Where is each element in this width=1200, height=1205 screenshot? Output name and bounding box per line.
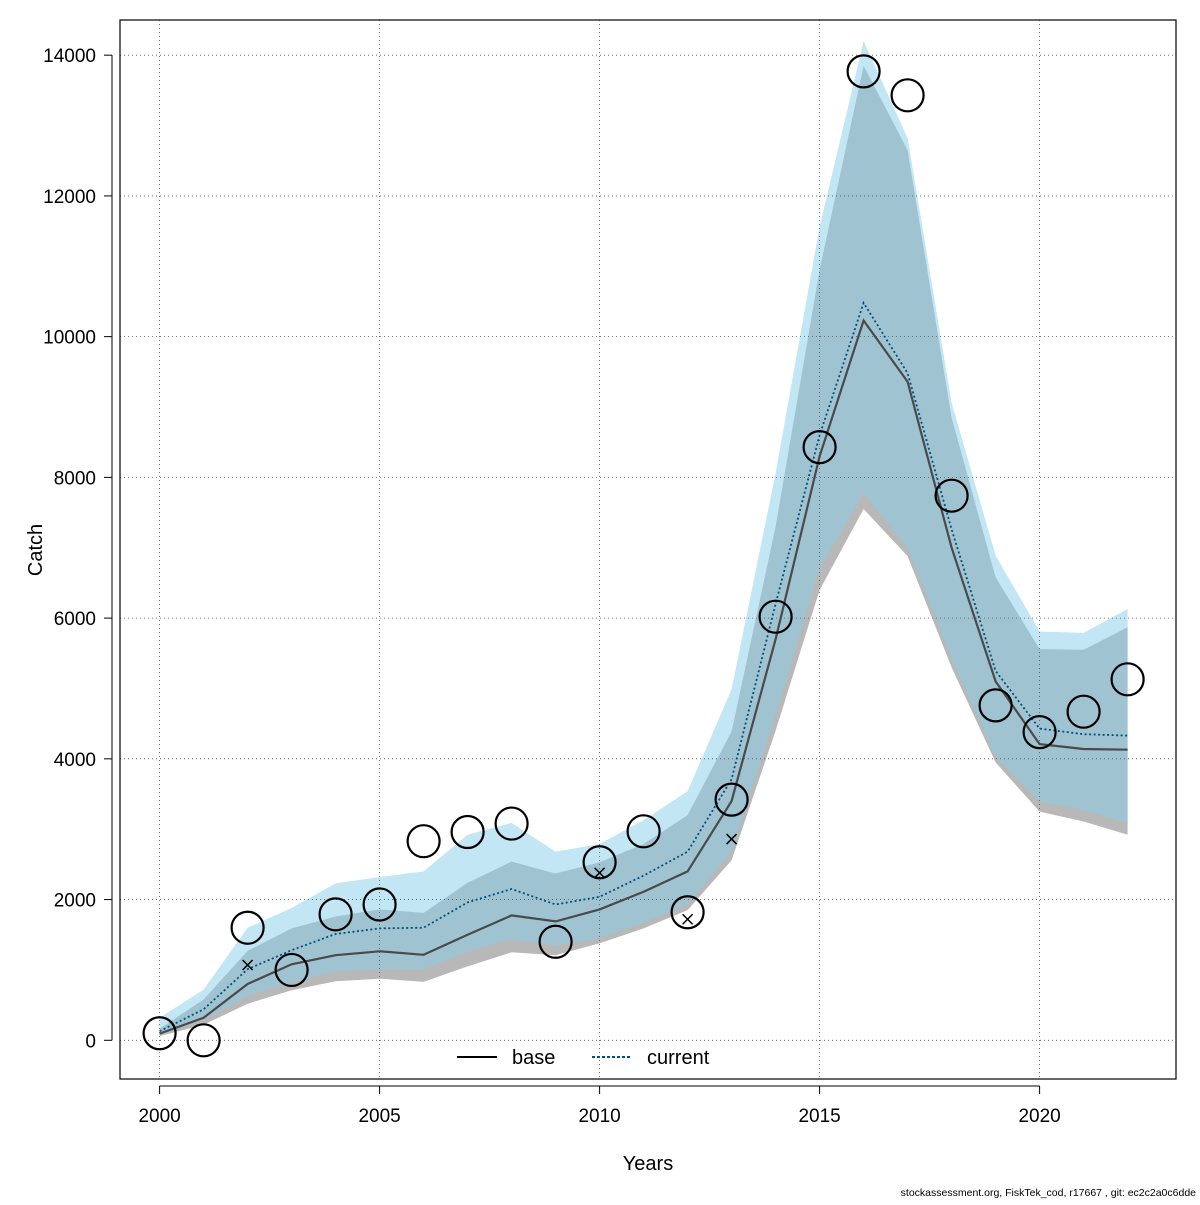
- observation-point: [450, 814, 485, 850]
- observation-point: [274, 952, 309, 988]
- observation-point: [758, 599, 793, 634]
- cross-marker: [682, 913, 694, 925]
- x-axis-title: Years: [623, 1153, 673, 1175]
- observation-point: [1022, 714, 1057, 750]
- cross-marker-stroke: [242, 959, 254, 971]
- observation-point: [846, 54, 881, 89]
- observation-point: [362, 887, 397, 922]
- observation-points: [142, 54, 1145, 1058]
- observation-point: [626, 814, 661, 849]
- grid-lines: [120, 20, 1176, 1079]
- y-axis-title: Catch: [25, 524, 47, 576]
- y-tick-label: 8000: [54, 468, 96, 489]
- x-tick-label: 2005: [358, 1106, 400, 1127]
- estimate-lines: [159, 300, 1128, 1035]
- y-axis: 0 2000 4000 6000 8000 10000 12000 14000: [43, 46, 113, 1052]
- legend-label-current: current: [647, 1047, 710, 1069]
- x-tick-label: 2015: [798, 1106, 840, 1127]
- observation-point: [934, 478, 969, 513]
- observation-point: [714, 782, 749, 817]
- observation-point: [142, 1016, 177, 1051]
- observation-point: [406, 824, 441, 859]
- x-axis: 2000 2005 2010 2015 2020: [138, 1085, 1061, 1127]
- cross-marker: [594, 867, 606, 879]
- observation-point: [230, 910, 265, 945]
- y-tick-label: 4000: [54, 750, 96, 771]
- cross-marker-stroke: [682, 913, 694, 925]
- y-tick-label: 14000: [43, 46, 96, 67]
- observation-point: [494, 806, 529, 841]
- y-tick-label: 6000: [54, 609, 96, 630]
- observation-point: [670, 895, 705, 930]
- series-line-base: [159, 318, 1128, 1035]
- cross-marker: [726, 833, 738, 845]
- y-tick-label: 2000: [54, 891, 96, 912]
- cross-marker: [242, 959, 254, 971]
- y-tick-label: 0: [85, 1031, 96, 1052]
- x-tick-label: 2020: [1018, 1106, 1060, 1127]
- cross-marker-stroke: [726, 833, 738, 845]
- observation-point: [582, 845, 617, 880]
- legend-label-base: base: [512, 1047, 555, 1069]
- y-tick-label: 12000: [43, 187, 96, 208]
- observation-point: [318, 897, 353, 932]
- footer-text: stockassessment.org, FiskTek_cod, r17667…: [901, 1187, 1196, 1199]
- observation-point: [802, 430, 837, 465]
- plot-frame: [119, 19, 1177, 1080]
- observation-point: [1066, 694, 1101, 729]
- x-tick-label: 2000: [138, 1106, 180, 1127]
- observation-point: [186, 1023, 221, 1058]
- observation-point: [890, 78, 925, 113]
- cross-marker-stroke: [594, 867, 606, 879]
- confidence-bands: [159, 41, 1128, 1037]
- legend: base current: [457, 1047, 710, 1069]
- confidence-band-current: [159, 41, 1128, 1035]
- observation-point: [538, 924, 573, 959]
- observation-point: [978, 688, 1013, 723]
- observation-point: [1110, 662, 1145, 697]
- y-tick-label: 10000: [43, 328, 96, 349]
- x-tick-label: 2010: [578, 1106, 620, 1127]
